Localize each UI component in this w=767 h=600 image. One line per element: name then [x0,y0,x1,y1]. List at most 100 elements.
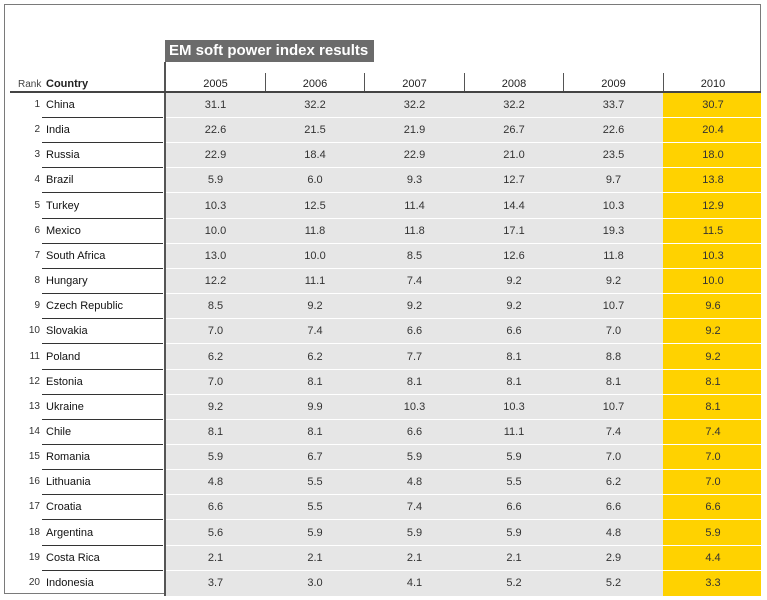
rank-cell: 16 [28,476,40,488]
value-cell-2007: 11.8 [404,224,425,237]
header-rule [10,91,761,93]
value-cell-2009: 6.2 [605,476,622,489]
row-divider [166,267,761,269]
year-header-2006: 2006 [302,78,328,90]
table-row: 14 Chile 8.1 8.1 6.6 11.1 7.4 7.4 [0,420,767,445]
value-cell-2005: 10.0 [204,224,227,237]
table-row: 16 Lithuania 4.8 5.5 4.8 5.5 6.2 7.0 [0,470,767,496]
year-divider [265,73,266,91]
value-cell-2006: 6.0 [307,174,323,187]
table-row: 18 Argentina 5.6 5.9 5.9 5.9 4.8 5.9 [0,521,767,546]
value-cell-2008: 14.4 [503,199,525,212]
row-divider [42,343,163,345]
row-divider [42,368,163,370]
value-cell-2005: 6.6 [207,501,224,514]
value-cell-2006: 5.5 [307,501,323,514]
country-cell: Chile [46,425,72,438]
value-cell-2009: 5.2 [605,576,622,589]
country-cell: Brazil [46,174,74,187]
rank-cell: 3 [34,149,40,161]
value-cell-2009: 10.7 [602,300,625,313]
rank-cell: 4 [34,174,40,186]
value-cell-2006: 21.5 [304,124,326,137]
value-cell-2010: 7.4 [705,425,721,438]
value-cell-2009: 19.3 [602,224,625,237]
year-divider [464,73,465,91]
year-header-2010: 2010 [700,78,726,90]
value-cell-2009: 22.6 [602,124,625,137]
row-divider [166,343,761,345]
value-cell-2007: 9.2 [406,300,423,313]
value-cell-2007: 5.9 [406,451,423,464]
value-cell-2005: 9.2 [207,400,224,413]
country-cell: Poland [46,350,81,363]
value-cell-2007: 7.7 [406,350,423,363]
value-cell-2008: 8.1 [506,350,522,363]
row-divider [42,318,163,320]
value-cell-2006: 11.8 [304,224,326,237]
row-divider [42,494,163,496]
year-header-2009: 2009 [601,78,626,90]
value-cell-2006: 18.4 [304,149,326,162]
value-cell-2005: 8.5 [207,300,224,313]
value-cell-2008: 11.1 [503,425,525,438]
row-divider [42,469,163,471]
value-cell-2010: 7.0 [705,451,721,464]
row-divider [42,544,163,546]
value-cell-2005: 5.6 [207,526,224,539]
table-row: 4 Brazil 5.9 6.0 9.3 12.7 9.7 13.8 [0,168,767,194]
value-cell-2007: 8.5 [406,249,423,262]
value-cell-2006: 3.0 [307,576,323,589]
rank-cell: 10 [28,325,40,337]
highlight-column-2010 [663,93,761,596]
table-row: 20 Indonesia 3.7 3.0 4.1 5.2 5.2 3.3 [0,571,767,596]
value-cell-2010: 3.3 [705,576,721,589]
rank-cell: 2 [34,124,40,136]
country-cell: Lithuania [46,476,91,489]
row-divider [42,142,163,144]
country-cell: Hungary [46,275,88,288]
rank-cell: 13 [28,400,40,412]
rank-cell: 11 [29,350,40,362]
value-cell-2007: 4.1 [406,576,423,589]
value-cell-2009: 4.8 [605,526,622,539]
table-row: 2 India 22.6 21.5 21.9 26.7 22.6 20.4 [0,118,767,144]
rank-cell: 20 [28,576,40,588]
value-cell-2006: 5.9 [307,526,323,539]
country-cell: Czech Republic [46,300,124,313]
table-row: 7 South Africa 13.0 10.0 8.5 12.6 11.8 10.3 [0,244,767,269]
row-divider [42,117,163,118]
value-cell-2010: 30.7 [702,99,724,111]
rank-cell: 6 [34,224,40,236]
row-divider [42,242,163,244]
value-cell-2010: 8.1 [705,375,721,388]
column-divider [164,62,166,596]
row-divider [42,267,163,269]
table-row: 9 Czech Republic 8.5 9.2 9.2 9.2 10.7 9.6 [0,294,767,320]
value-cell-2008: 5.9 [506,451,522,464]
value-cell-2008: 8.1 [506,375,522,388]
rank-cell: 17 [28,501,40,513]
country-cell: Argentina [46,526,94,539]
value-cell-2007: 7.4 [406,501,423,514]
value-cell-2006: 9.2 [307,300,323,313]
country-cell: China [46,99,75,111]
value-cell-2009: 7.0 [605,325,622,338]
value-cell-2009: 10.7 [602,400,625,413]
row-divider [166,242,761,244]
value-cell-2005: 7.0 [207,325,224,338]
value-cell-2006: 6.7 [307,451,323,464]
value-cell-2010: 18.0 [702,149,724,162]
value-cell-2009: 7.0 [605,451,622,464]
row-divider [166,519,761,521]
row-divider [42,418,163,420]
row-divider [166,418,761,420]
table-row: 12 Estonia 7.0 8.1 8.1 8.1 8.1 8.1 [0,370,767,395]
table-row: 10 Slovakia 7.0 7.4 6.6 6.6 7.0 9.2 [0,319,767,345]
value-cell-2009: 8.8 [605,350,622,363]
value-cell-2005: 22.9 [204,149,227,162]
value-cell-2009: 6.6 [605,501,622,514]
value-cell-2008: 5.5 [506,476,522,489]
value-cell-2009: 11.8 [603,249,624,262]
row-divider [166,217,761,219]
